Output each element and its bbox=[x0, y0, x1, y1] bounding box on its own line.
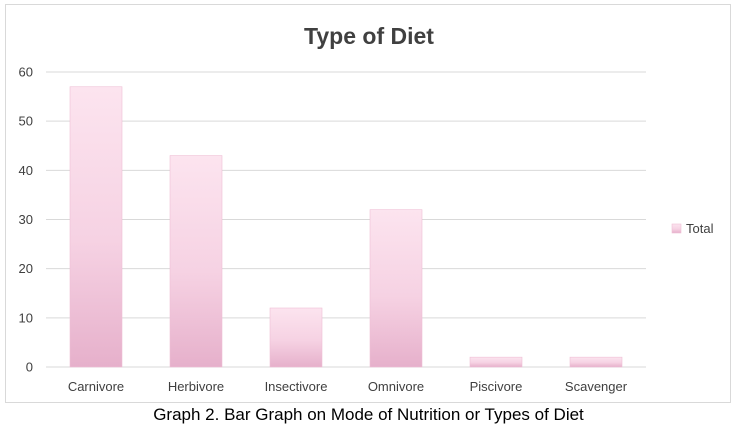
x-tick-label: Omnivore bbox=[368, 379, 424, 394]
x-tick-label: Herbivore bbox=[168, 379, 224, 394]
bar-chart: Type of Diet 0 10 20 30 40 50 60 Carnivore Herb… bbox=[19, 23, 714, 394]
y-tick-label: 0 bbox=[26, 360, 33, 375]
chart-frame bbox=[5, 4, 731, 403]
y-tick-label: 30 bbox=[19, 212, 33, 227]
bar-scavenger bbox=[569, 356, 623, 368]
legend: Total bbox=[671, 221, 714, 236]
y-tick-label: 60 bbox=[19, 65, 33, 80]
x-tick-label: Insectivore bbox=[265, 379, 328, 394]
bar-omnivore bbox=[369, 209, 423, 368]
y-tick-label: 50 bbox=[19, 114, 33, 129]
y-tick-label: 40 bbox=[19, 163, 33, 178]
x-tick-label: Carnivore bbox=[68, 379, 124, 394]
bar-piscivore bbox=[469, 356, 523, 368]
x-tick-label: Scavenger bbox=[565, 379, 628, 394]
x-tick-label: Piscivore bbox=[470, 379, 523, 394]
legend-swatch bbox=[671, 223, 682, 234]
figure-caption: Graph 2. Bar Graph on Mode of Nutrition … bbox=[153, 405, 584, 424]
legend-label: Total bbox=[686, 221, 714, 236]
bar-insectivore bbox=[269, 307, 323, 368]
y-tick-label: 10 bbox=[19, 310, 33, 325]
y-tick-label: 20 bbox=[19, 261, 33, 276]
chart-title: Type of Diet bbox=[304, 23, 434, 49]
bar-herbivore bbox=[169, 155, 223, 368]
bar-carnivore bbox=[69, 86, 123, 368]
